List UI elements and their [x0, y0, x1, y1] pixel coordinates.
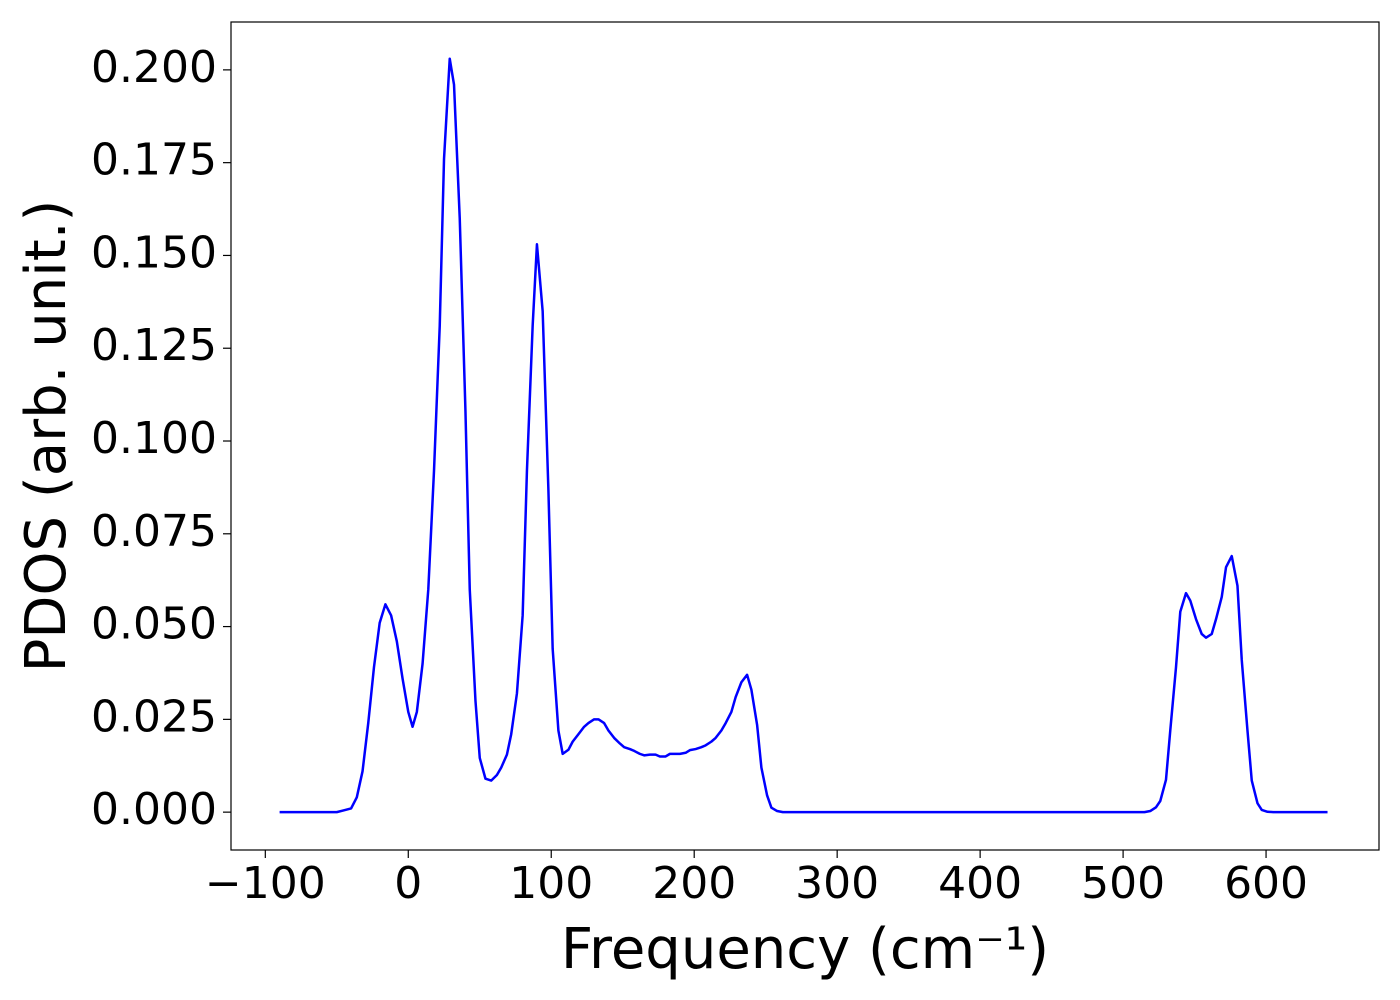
plot-frame [230, 21, 1380, 851]
y-tick-label: 0.175 [91, 135, 217, 186]
y-tick-label: 0.150 [91, 227, 217, 278]
data-line [279, 57, 1328, 814]
x-tick-label: 500 [1081, 858, 1165, 909]
x-tick-label: 200 [652, 858, 736, 909]
y-tick-label: 0.100 [91, 413, 217, 464]
y-tick-label: 0.025 [91, 691, 217, 742]
x-tick-label: 400 [938, 858, 1022, 909]
x-tick-label: 300 [795, 858, 879, 909]
y-tick-label: 0.000 [91, 784, 217, 835]
x-tick-label: 0 [394, 858, 422, 909]
x-tick-label: −100 [205, 858, 326, 909]
x-axis-label: Frequency (cm⁻¹) [561, 917, 1049, 982]
y-tick-label: 0.075 [91, 506, 217, 557]
y-tick-label: 0.050 [91, 599, 217, 650]
y-axis-label: PDOS (arb. unit.) [14, 200, 79, 673]
y-tick-label: 0.125 [91, 320, 217, 371]
x-tick-label: 100 [509, 858, 593, 909]
x-tick-label: 600 [1224, 858, 1308, 909]
y-tick-label: 0.200 [91, 42, 217, 93]
